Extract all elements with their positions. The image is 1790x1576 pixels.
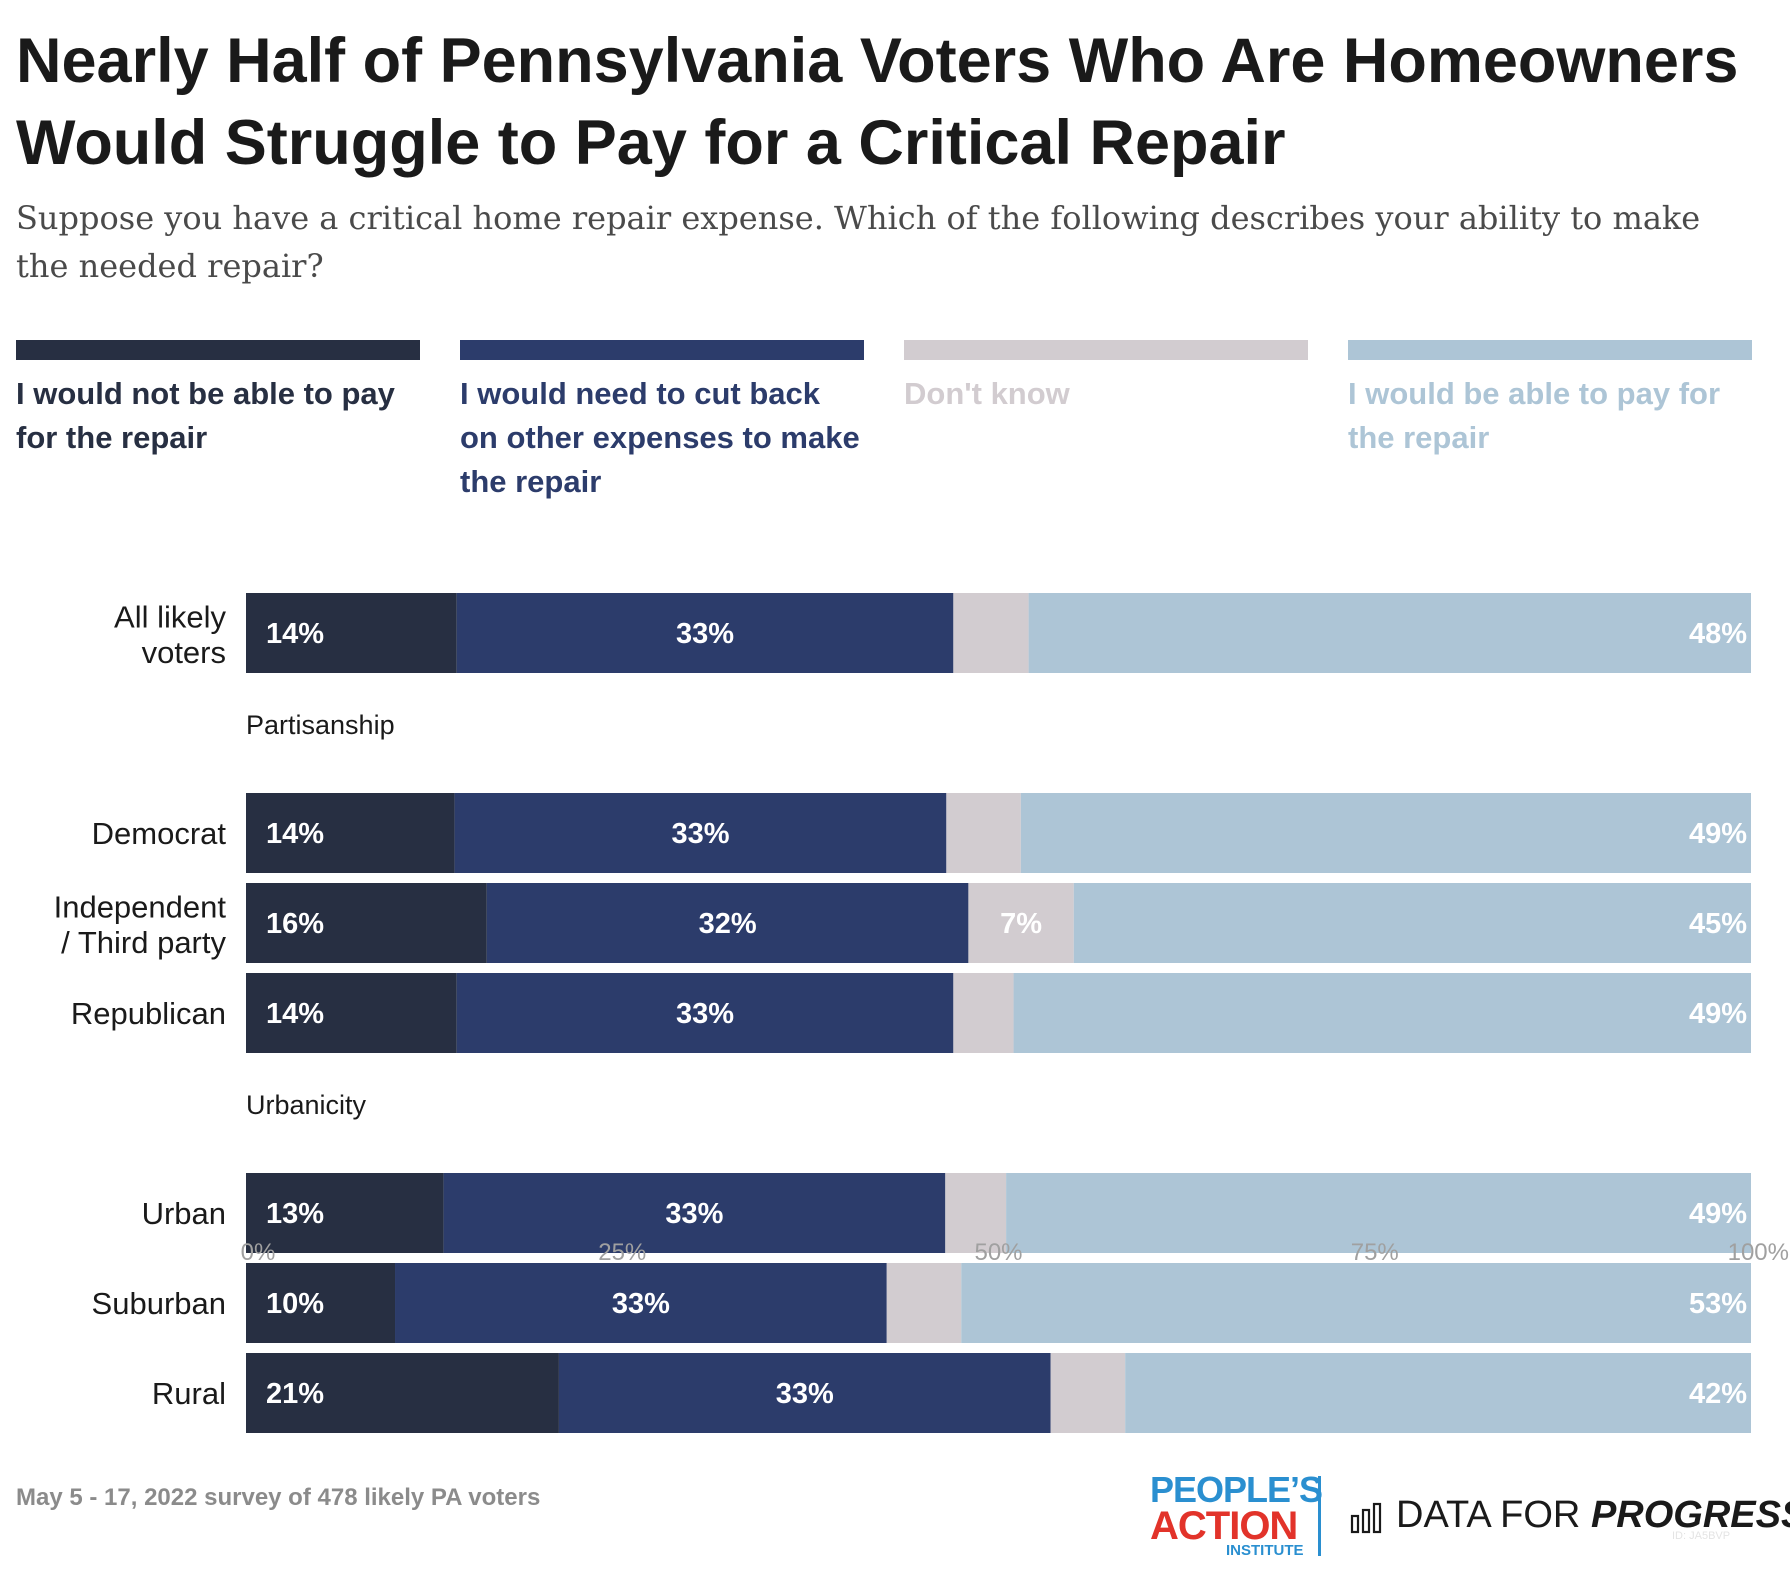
data-label: 14% — [266, 818, 324, 850]
bar-segment-suburban-2 — [395, 1263, 887, 1343]
legend-swatch — [1348, 340, 1752, 360]
bar-segment-democrat-1 — [246, 793, 455, 873]
data-label: 33% — [676, 998, 734, 1030]
bar-segment-all-likely-voters-3 — [953, 593, 1029, 673]
row-label-urban: Urban — [142, 1196, 226, 1231]
legend-swatch — [16, 340, 420, 360]
data-label: 33% — [671, 818, 729, 850]
data-label: 14% — [266, 998, 324, 1030]
data-label: 7% — [1000, 908, 1042, 940]
bar-segment-all-likely-voters-4 — [1028, 593, 1751, 673]
logos: PEOPLE’S ACTION INSTITUTE DATA FOR PROGR… — [1150, 1469, 1790, 1562]
chart-id: ID: JA5BVP — [1672, 1530, 1731, 1542]
data-label: 32% — [699, 908, 757, 940]
data-for-progress-logo: DATA FOR PROGRESS — [1396, 1494, 1790, 1537]
bar-segment-urban-3 — [945, 1173, 1007, 1253]
data-label: 49% — [1689, 998, 1747, 1030]
row-label-rural: Rural — [152, 1376, 226, 1411]
bar-segment-all-likely-voters-1 — [246, 593, 457, 673]
group-heading: Urbanicity — [246, 1090, 367, 1120]
data-label: 33% — [676, 618, 734, 650]
legend-swatch — [904, 340, 1308, 360]
legend-item-3: Don't know — [904, 340, 1308, 416]
row-label-republican: Republican — [71, 996, 226, 1031]
data-label: 13% — [266, 1198, 324, 1230]
peoples-action-logo-institute: INSTITUTE — [1226, 1542, 1304, 1559]
x-tick-label: 25% — [598, 1239, 646, 1266]
bar-segment-all-likely-voters-2 — [456, 593, 954, 673]
legend-item-2: I would need to cut back on other expens… — [460, 340, 864, 504]
legend-label: I would not be able to pay for the repai… — [16, 376, 395, 455]
bar-segment-rural-4 — [1125, 1353, 1751, 1433]
peoples-action-logo: PEOPLE’S ACTION INSTITUTE — [1150, 1469, 1323, 1560]
bar-segment-rural-3 — [1050, 1353, 1126, 1433]
peoples-action-logo-action: ACTION — [1150, 1504, 1298, 1548]
stacked-bar-chart: All likely voters 14% 33% 48% Partisanship Dem… — [54, 593, 1789, 1433]
data-label: 42% — [1689, 1378, 1747, 1410]
logo-divider — [1318, 1476, 1321, 1556]
legend-item-4: I would be able to pay for the repair — [1348, 340, 1752, 460]
x-tick-label: 100% — [1728, 1239, 1789, 1266]
bar-segment-rural-1 — [246, 1353, 559, 1433]
legend-label: I would be able to pay for the repair — [1348, 376, 1721, 455]
legend-label: I would need to cut back on other expens… — [460, 376, 860, 499]
survey-note: May 5 - 17, 2022 survey of 478 likely PA… — [16, 1484, 541, 1511]
row-label-suburban: Suburban — [92, 1286, 226, 1321]
data-label: 33% — [665, 1198, 723, 1230]
data-label: 33% — [612, 1288, 670, 1320]
bar-segment-rural-2 — [558, 1353, 1051, 1433]
data-label: 33% — [776, 1378, 834, 1410]
peoples-action-logo-peoples: PEOPLE’S — [1150, 1469, 1323, 1510]
bar-segment-suburban-1 — [246, 1263, 396, 1343]
dfp-strong: PROGRESS — [1590, 1494, 1790, 1536]
bar-segment-urban-1 — [246, 1173, 444, 1253]
row-label-democrat: Democrat — [92, 816, 227, 851]
row-label-independent-third-party: Independent / Third party — [54, 889, 227, 960]
bar-segment-independent-third-party-4 — [1073, 883, 1751, 963]
legend-swatch — [460, 340, 864, 360]
data-label: 21% — [266, 1378, 324, 1410]
bar-segment-independent-third-party-1 — [246, 883, 487, 963]
bar-segment-democrat-3 — [946, 793, 1021, 873]
legend-label: Don't know — [904, 376, 1070, 411]
legend: I would not be able to pay for the repai… — [16, 340, 1752, 510]
legend-item-1: I would not be able to pay for the repai… — [16, 340, 420, 460]
data-label: 48% — [1689, 618, 1747, 650]
bar-segment-independent-third-party-2 — [486, 883, 969, 963]
bar-chart-icon — [1350, 1502, 1382, 1534]
data-label: 14% — [266, 618, 324, 650]
bar-segment-urban-4 — [1006, 1173, 1751, 1253]
data-label: 10% — [266, 1288, 324, 1320]
bar-segment-democrat-4 — [1020, 793, 1751, 873]
data-label: 45% — [1689, 908, 1747, 940]
data-label: 53% — [1689, 1288, 1747, 1320]
bar-segment-republican-4 — [1013, 973, 1751, 1053]
bar-segment-urban-2 — [443, 1173, 946, 1253]
x-tick-label: 0% — [241, 1239, 276, 1266]
bar-segment-suburban-3 — [886, 1263, 962, 1343]
bar-segment-republican-1 — [246, 973, 457, 1053]
group-heading: Partisanship — [246, 710, 395, 740]
x-tick-label: 75% — [1351, 1239, 1399, 1266]
bar-segment-republican-3 — [953, 973, 1014, 1053]
bar-segment-democrat-2 — [454, 793, 947, 873]
data-label: 49% — [1689, 1198, 1747, 1230]
x-tick-label: 50% — [974, 1239, 1022, 1266]
dfp-prefix: DATA FOR — [1396, 1494, 1591, 1536]
data-label: 16% — [266, 908, 324, 940]
bar-segment-republican-2 — [456, 973, 954, 1053]
chart-title: Nearly Half of Pennsylvania Voters Who A… — [16, 26, 1739, 178]
bar-segment-independent-third-party-3 — [968, 883, 1074, 963]
row-label-all-likely-voters: All likely voters — [114, 599, 226, 670]
data-label: 49% — [1689, 818, 1747, 850]
bar-segment-suburban-4 — [961, 1263, 1751, 1343]
chart-subtitle: Suppose you have a critical home repair … — [16, 199, 1701, 285]
